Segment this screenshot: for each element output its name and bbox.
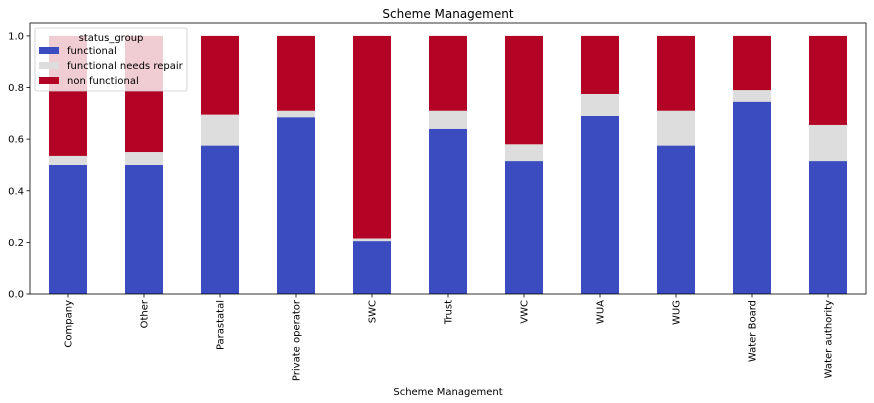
bar-non-functional-vwc [505,35,543,145]
x-tick-label: VWC [520,300,531,324]
bar-functional-water-board [733,101,771,294]
y-tick-label: 0.2 [8,238,24,249]
bar-functional-water-authority [809,161,847,294]
bar-functional-vwc [505,161,543,294]
bar-functional-wua [581,115,619,294]
bar-functional-company [49,164,87,294]
x-tick-label: SWC [368,300,379,323]
y-tick-label: 1.0 [8,31,24,42]
bar-functional-needs-repair-trust [429,110,467,129]
bar-functional-wug [657,145,695,294]
x-tick-label: Trust [444,300,455,325]
x-tick-label: WUA [596,300,607,324]
bar-non-functional-water-authority [809,35,847,125]
x-tick-label: Other [140,299,151,328]
legend: status_group functional functional needs … [34,27,188,92]
x-tick-label: Company [64,300,75,348]
y-tick-label: 0.0 [8,290,24,301]
legend-label: non functional [67,76,139,87]
chart-title: Scheme Management [382,7,513,21]
x-axis-label: Scheme Management [393,387,502,398]
y-tick-label: 0.4 [8,186,24,197]
y-tick-label: 0.6 [8,135,24,146]
bar-functional-needs-repair-parastatal [201,114,239,146]
legend-swatch [39,47,59,54]
x-tick-label: Parastatal [216,300,227,350]
bar-functional-needs-repair-water-authority [809,124,847,162]
x-tick-label: Water Board [748,300,759,362]
bar-functional-needs-repair-private-operator [277,110,315,118]
bar-non-functional-wug [657,35,695,111]
bar-functional-other [125,164,163,294]
bar-functional-needs-repair-company [49,155,87,165]
bar-functional-trust [429,128,467,294]
bar-functional-swc [353,241,391,294]
bar-functional-needs-repair-wua [581,93,619,116]
bar-non-functional-trust [429,35,467,111]
y-axis: 0.0 0.2 0.4 0.6 0.8 1.0 [8,31,30,301]
bar-non-functional-private-operator [277,35,315,111]
legend-swatch [39,77,59,84]
bar-functional-needs-repair-vwc [505,144,543,162]
bar-non-functional-water-board [733,35,771,91]
bar-non-functional-swc [353,35,391,239]
bar-functional-needs-repair-swc [353,238,391,242]
bar-functional-private-operator [277,117,315,294]
legend-swatch [39,62,59,69]
x-tick-label: Private operator [292,299,303,381]
y-tick-label: 0.8 [8,83,24,94]
bar-functional-needs-repair-wug [657,110,695,146]
x-axis: Company Other Parastatal Private operator SW… [64,294,835,381]
legend-label: functional [67,46,117,57]
bar-non-functional-parastatal [201,35,239,115]
bar-functional-needs-repair-other [125,152,163,165]
x-tick-label: WUG [672,300,683,325]
bar-functional-needs-repair-water-board [733,90,771,102]
bar-functional-parastatal [201,145,239,294]
bar-non-functional-wua [581,35,619,94]
x-tick-label: Water authority [824,300,835,378]
legend-frame [34,27,188,92]
legend-title: status_group [79,33,144,44]
legend-label: functional needs repair [67,61,184,72]
